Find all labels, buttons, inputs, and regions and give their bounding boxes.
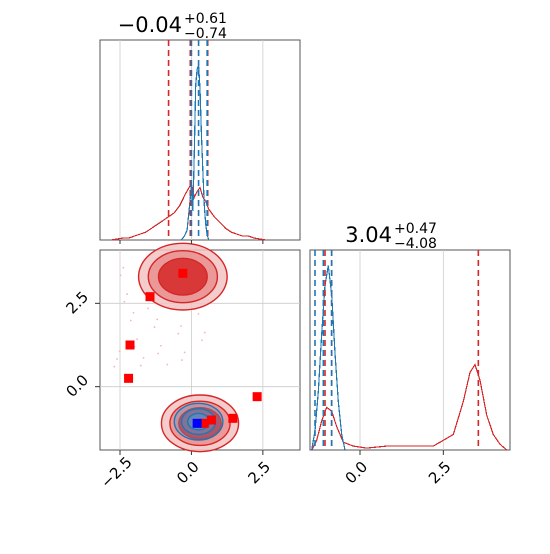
joint-faint-point-33 [132,311,135,314]
joint-faint-point-16 [197,312,200,315]
joint-faint-point-2 [181,359,183,361]
hist-x-title-sup: +0.61 [184,11,227,27]
joint-faint-point-36 [142,356,145,359]
joint-faint-point-19 [116,358,118,360]
joint-red-marker-0 [178,268,188,278]
joint-red-marker-7 [206,415,216,425]
joint-faint-point-27 [203,331,206,334]
hist-y-tick-label-0: 0.0 [342,458,372,488]
joint-red-marker-3 [124,373,134,383]
joint-faint-point-17 [139,364,142,367]
joint-faint-point-23 [160,344,162,347]
hist-x-title-sub: −0.74 [184,26,227,42]
joint-faint-point-30 [122,266,125,269]
joint-faint-point-4 [157,352,160,355]
hist-x-title-main: −0.04 [118,13,182,37]
joint-faint-point-0 [113,365,116,368]
hist-y-tick-label-1: 2.5 [425,458,455,488]
joint-red-marker-4 [252,392,262,402]
hist-x-title: −0.04 +0.61−0.74 [118,11,227,42]
joint-xtick-label-1: 0.0 [173,458,203,488]
joint-red-marker-2 [125,340,135,350]
hist-y-title-sub: −4.08 [394,236,437,252]
hist-y-frame [309,249,511,451]
joint-faint-point-14 [129,319,132,322]
joint-faint-point-8 [201,339,203,342]
joint-faint-point-29 [180,325,182,327]
joint-faint-point-22 [126,293,128,295]
hist-y-title-main: 3.04 [345,223,392,247]
joint-faint-point-21 [183,351,186,354]
joint-xtick-label-0: −2.5 [97,453,135,491]
joint-xtick-label-2: 2.5 [245,458,275,488]
hist-x-red-series [111,182,266,241]
joint-red-marker-5 [228,413,238,423]
hist-x-frame [99,39,301,241]
joint-faint-point-11 [119,274,122,277]
joint-blue-marker-0 [192,418,202,428]
hist-y-red-series [311,363,508,451]
joint-faint-point-12 [153,326,156,328]
joint-faint-point-34 [166,363,169,366]
hist-x-blue-series [180,65,210,241]
hist-y-blue-series [311,265,346,451]
joint-faint-point-38 [118,350,121,353]
joint-faint-point-1 [147,307,150,310]
joint-faint-point-31 [156,318,159,321]
joint-faint-point-25 [136,338,139,341]
joint-faint-point-3 [123,300,126,303]
hist-y-title-sup: +0.47 [394,221,437,237]
joint-faint-point-10 [177,332,180,335]
joint-red-marker-6 [199,418,209,428]
joint-red-marker-1 [145,292,155,302]
joint-ytick-label-0: 0.0 [62,371,92,401]
hist-y-title: 3.04 +0.47−4.08 [345,221,437,252]
joint-ytick-label-1: 2.5 [62,288,92,318]
